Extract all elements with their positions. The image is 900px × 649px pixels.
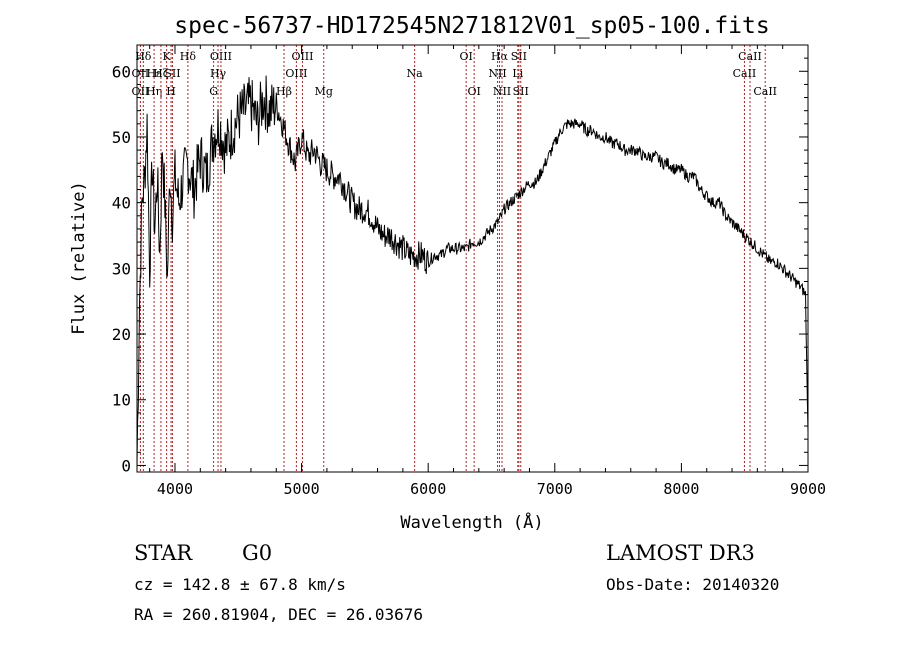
y-tick-label: 20 bbox=[112, 325, 131, 344]
y-tick-label: 30 bbox=[112, 259, 131, 278]
line-marker-label: Hζ bbox=[153, 67, 169, 80]
cz-text: cz = 142.8 ± 67.8 km/s bbox=[134, 575, 346, 594]
line-marker-label: OIII bbox=[291, 50, 313, 63]
line-marker-label: SII bbox=[164, 67, 180, 80]
subclass-label: G0 bbox=[242, 541, 272, 565]
class-label: STAR bbox=[134, 541, 193, 565]
line-marker-label: OI bbox=[467, 85, 480, 98]
line-marker-label: Hα bbox=[491, 50, 509, 63]
line-marker-label: OI bbox=[459, 50, 472, 63]
line-marker-label: SII bbox=[511, 50, 527, 63]
chart-title: spec-56737-HD172545N271812V01_sp05-100.f… bbox=[174, 13, 769, 39]
survey-label: LAMOST DR3 bbox=[606, 541, 755, 565]
line-marker-label: Na bbox=[407, 67, 424, 80]
y-tick-label: 0 bbox=[121, 456, 131, 475]
line-marker-label: SII bbox=[513, 85, 529, 98]
y-axis-label: Flux (relative) bbox=[69, 181, 89, 335]
line-marker-label: H bbox=[166, 85, 176, 98]
x-axis-label: Wavelength (Å) bbox=[400, 511, 543, 533]
line-marker-label: Hε bbox=[146, 67, 162, 80]
line-marker-label: OIII bbox=[210, 50, 232, 63]
line-marker-label: Hδ bbox=[135, 50, 152, 63]
x-tick-label: 6000 bbox=[410, 480, 446, 498]
line-marker-label: CaII bbox=[733, 67, 757, 80]
obs-date: Obs-Date: 20140320 bbox=[606, 575, 779, 594]
line-marker-label: CaII bbox=[738, 50, 762, 63]
x-tick-label: 5000 bbox=[284, 480, 320, 498]
line-marker-label: K bbox=[163, 50, 172, 63]
line-marker-label: Hγ bbox=[210, 67, 227, 80]
line-marker-label: Mg bbox=[315, 85, 333, 98]
line-marker-label: OII bbox=[132, 85, 150, 98]
line-marker-label: OIII bbox=[285, 67, 307, 80]
plot-frame bbox=[136, 44, 809, 473]
y-tick-label: 40 bbox=[112, 194, 131, 213]
line-marker-label: Hβ bbox=[276, 85, 292, 98]
x-tick-label: 4000 bbox=[157, 480, 193, 498]
axis-ticks: 4000 5000 6000 7000 8000 9000 0 10 20 30 40 50 60 bbox=[112, 45, 826, 498]
line-marker-label: OII bbox=[132, 67, 150, 80]
x-tick-label: 9000 bbox=[790, 480, 826, 498]
line-marker-label: Li bbox=[512, 67, 523, 80]
y-tick-label: 60 bbox=[112, 62, 131, 81]
line-marker-label: Hη bbox=[146, 85, 162, 98]
line-marker-label: Hδ bbox=[180, 50, 197, 63]
line-marker-label: NII bbox=[488, 67, 506, 80]
coords-text: RA = 260.81904, DEC = 26.03676 bbox=[134, 605, 423, 624]
line-marker-label: NII bbox=[493, 85, 511, 98]
y-tick-label: 10 bbox=[112, 391, 131, 410]
x-tick-label: 7000 bbox=[537, 480, 573, 498]
line-marker-label: G bbox=[209, 85, 218, 98]
spectrum-line bbox=[136, 75, 809, 467]
y-tick-label: 50 bbox=[112, 128, 131, 147]
line-marker-label: CaII bbox=[753, 85, 777, 98]
x-tick-label: 8000 bbox=[663, 480, 699, 498]
